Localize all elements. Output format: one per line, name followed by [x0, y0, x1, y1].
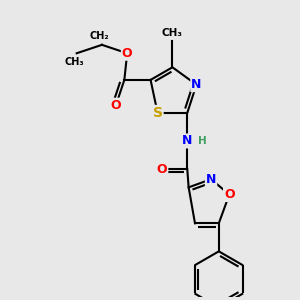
Text: CH₂: CH₂: [89, 31, 109, 40]
Text: O: O: [157, 163, 167, 176]
Text: O: O: [122, 47, 133, 60]
Text: H: H: [198, 136, 207, 146]
Text: N: N: [191, 78, 202, 91]
Text: S: S: [153, 106, 163, 120]
Text: N: N: [206, 173, 216, 186]
Text: O: O: [224, 188, 235, 201]
Text: CH₃: CH₃: [64, 58, 84, 68]
Text: CH₃: CH₃: [162, 28, 183, 38]
Text: N: N: [182, 134, 193, 148]
Text: O: O: [111, 99, 121, 112]
